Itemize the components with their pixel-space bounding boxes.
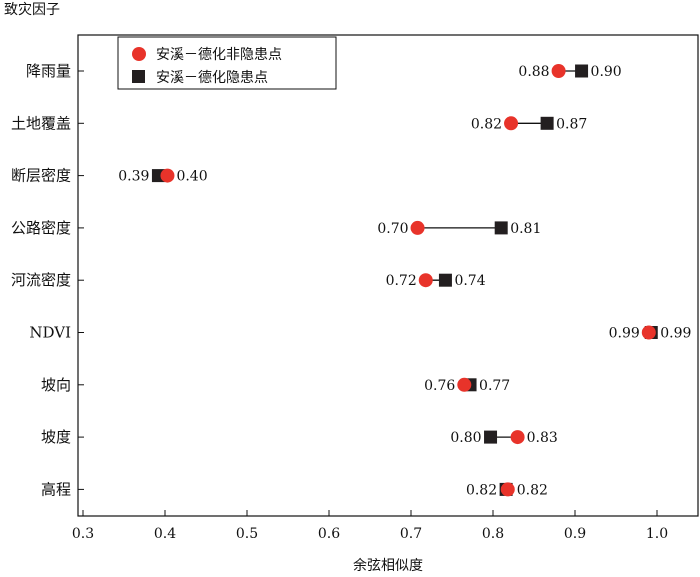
value-label-right: 0.99 bbox=[660, 326, 691, 342]
value-label-right: 0.87 bbox=[556, 116, 587, 132]
value-label-right: 0.77 bbox=[479, 378, 510, 394]
data-marks: 0.88 0.90 0.82 0.87 0.39 0.40 0.70 0.81 0.72 0.74… bbox=[118, 64, 691, 498]
plot-frame bbox=[77, 34, 699, 517]
value-label-left: 0.39 bbox=[118, 169, 149, 185]
legend-marker-circle bbox=[132, 47, 146, 61]
category-label: 河流密度 bbox=[11, 271, 71, 289]
x-tick-label: 0.7 bbox=[400, 526, 422, 542]
value-label-left: 0.82 bbox=[466, 482, 497, 498]
value-label-left: 0.82 bbox=[471, 116, 502, 132]
value-label-right: 0.83 bbox=[527, 430, 558, 446]
hazard-square-marker bbox=[540, 116, 554, 130]
non-hazard-circle-marker bbox=[504, 116, 519, 131]
x-tick-label: 0.3 bbox=[72, 526, 94, 542]
value-label-left: 0.88 bbox=[518, 64, 549, 80]
legend-marker-square bbox=[132, 70, 145, 83]
x-tick-label: 0.6 bbox=[318, 526, 340, 542]
non-hazard-circle-marker bbox=[510, 430, 525, 445]
x-tick-label: 0.9 bbox=[564, 526, 586, 542]
legend: 安溪－德化非隐患点 安溪－德化隐患点 bbox=[117, 36, 337, 90]
value-label-left: 0.70 bbox=[377, 221, 408, 237]
legend-label-non-hazard: 安溪－德化非隐患点 bbox=[156, 47, 282, 63]
non-hazard-circle-marker bbox=[551, 64, 566, 78]
x-axis-title: 余弦相似度 bbox=[353, 557, 423, 574]
value-label-left: 0.99 bbox=[609, 326, 640, 342]
x-tick-label: 0.4 bbox=[154, 526, 176, 542]
value-label-right: 0.74 bbox=[454, 273, 485, 289]
category-label: 高程 bbox=[41, 480, 71, 498]
value-label-right: 0.40 bbox=[176, 169, 207, 185]
hazard-square-marker bbox=[484, 430, 498, 444]
non-hazard-circle-marker bbox=[457, 377, 472, 392]
legend-label-hazard: 安溪－德化隐患点 bbox=[156, 70, 268, 86]
value-label-left: 0.80 bbox=[450, 430, 481, 446]
legend-box bbox=[117, 36, 337, 90]
x-tick-label: 1.0 bbox=[646, 526, 668, 542]
value-label-left: 0.76 bbox=[424, 378, 455, 394]
category-label: 坡度 bbox=[41, 428, 71, 446]
x-tick-label: 0.5 bbox=[236, 526, 258, 542]
x-axis: 0.3 0.4 0.5 0.6 0.7 0.8 0.9 1.0 bbox=[72, 510, 668, 542]
category-label: NDVI bbox=[29, 324, 71, 342]
category-label: 降雨量 bbox=[26, 62, 71, 80]
non-hazard-circle-marker bbox=[160, 168, 175, 183]
hazard-square-marker bbox=[438, 273, 452, 287]
category-label: 土地覆盖 bbox=[11, 114, 71, 132]
hazard-square-marker bbox=[575, 64, 589, 78]
non-hazard-circle-marker bbox=[500, 482, 515, 497]
non-hazard-circle-marker bbox=[641, 325, 656, 340]
y-axis-title: 致灾因子 bbox=[4, 1, 60, 18]
category-label: 坡向 bbox=[41, 376, 71, 394]
hazard-square-marker bbox=[494, 221, 508, 235]
category-label: 公路密度 bbox=[11, 219, 71, 237]
non-hazard-circle-marker bbox=[410, 220, 425, 235]
non-hazard-circle-marker bbox=[418, 273, 433, 288]
value-label-left: 0.72 bbox=[386, 273, 417, 289]
value-label-right: 0.90 bbox=[591, 64, 622, 80]
x-tick-label: 0.8 bbox=[482, 526, 504, 542]
category-label: 断层密度 bbox=[11, 167, 71, 185]
value-label-right: 0.81 bbox=[510, 221, 541, 237]
value-label-right: 0.82 bbox=[517, 482, 548, 498]
